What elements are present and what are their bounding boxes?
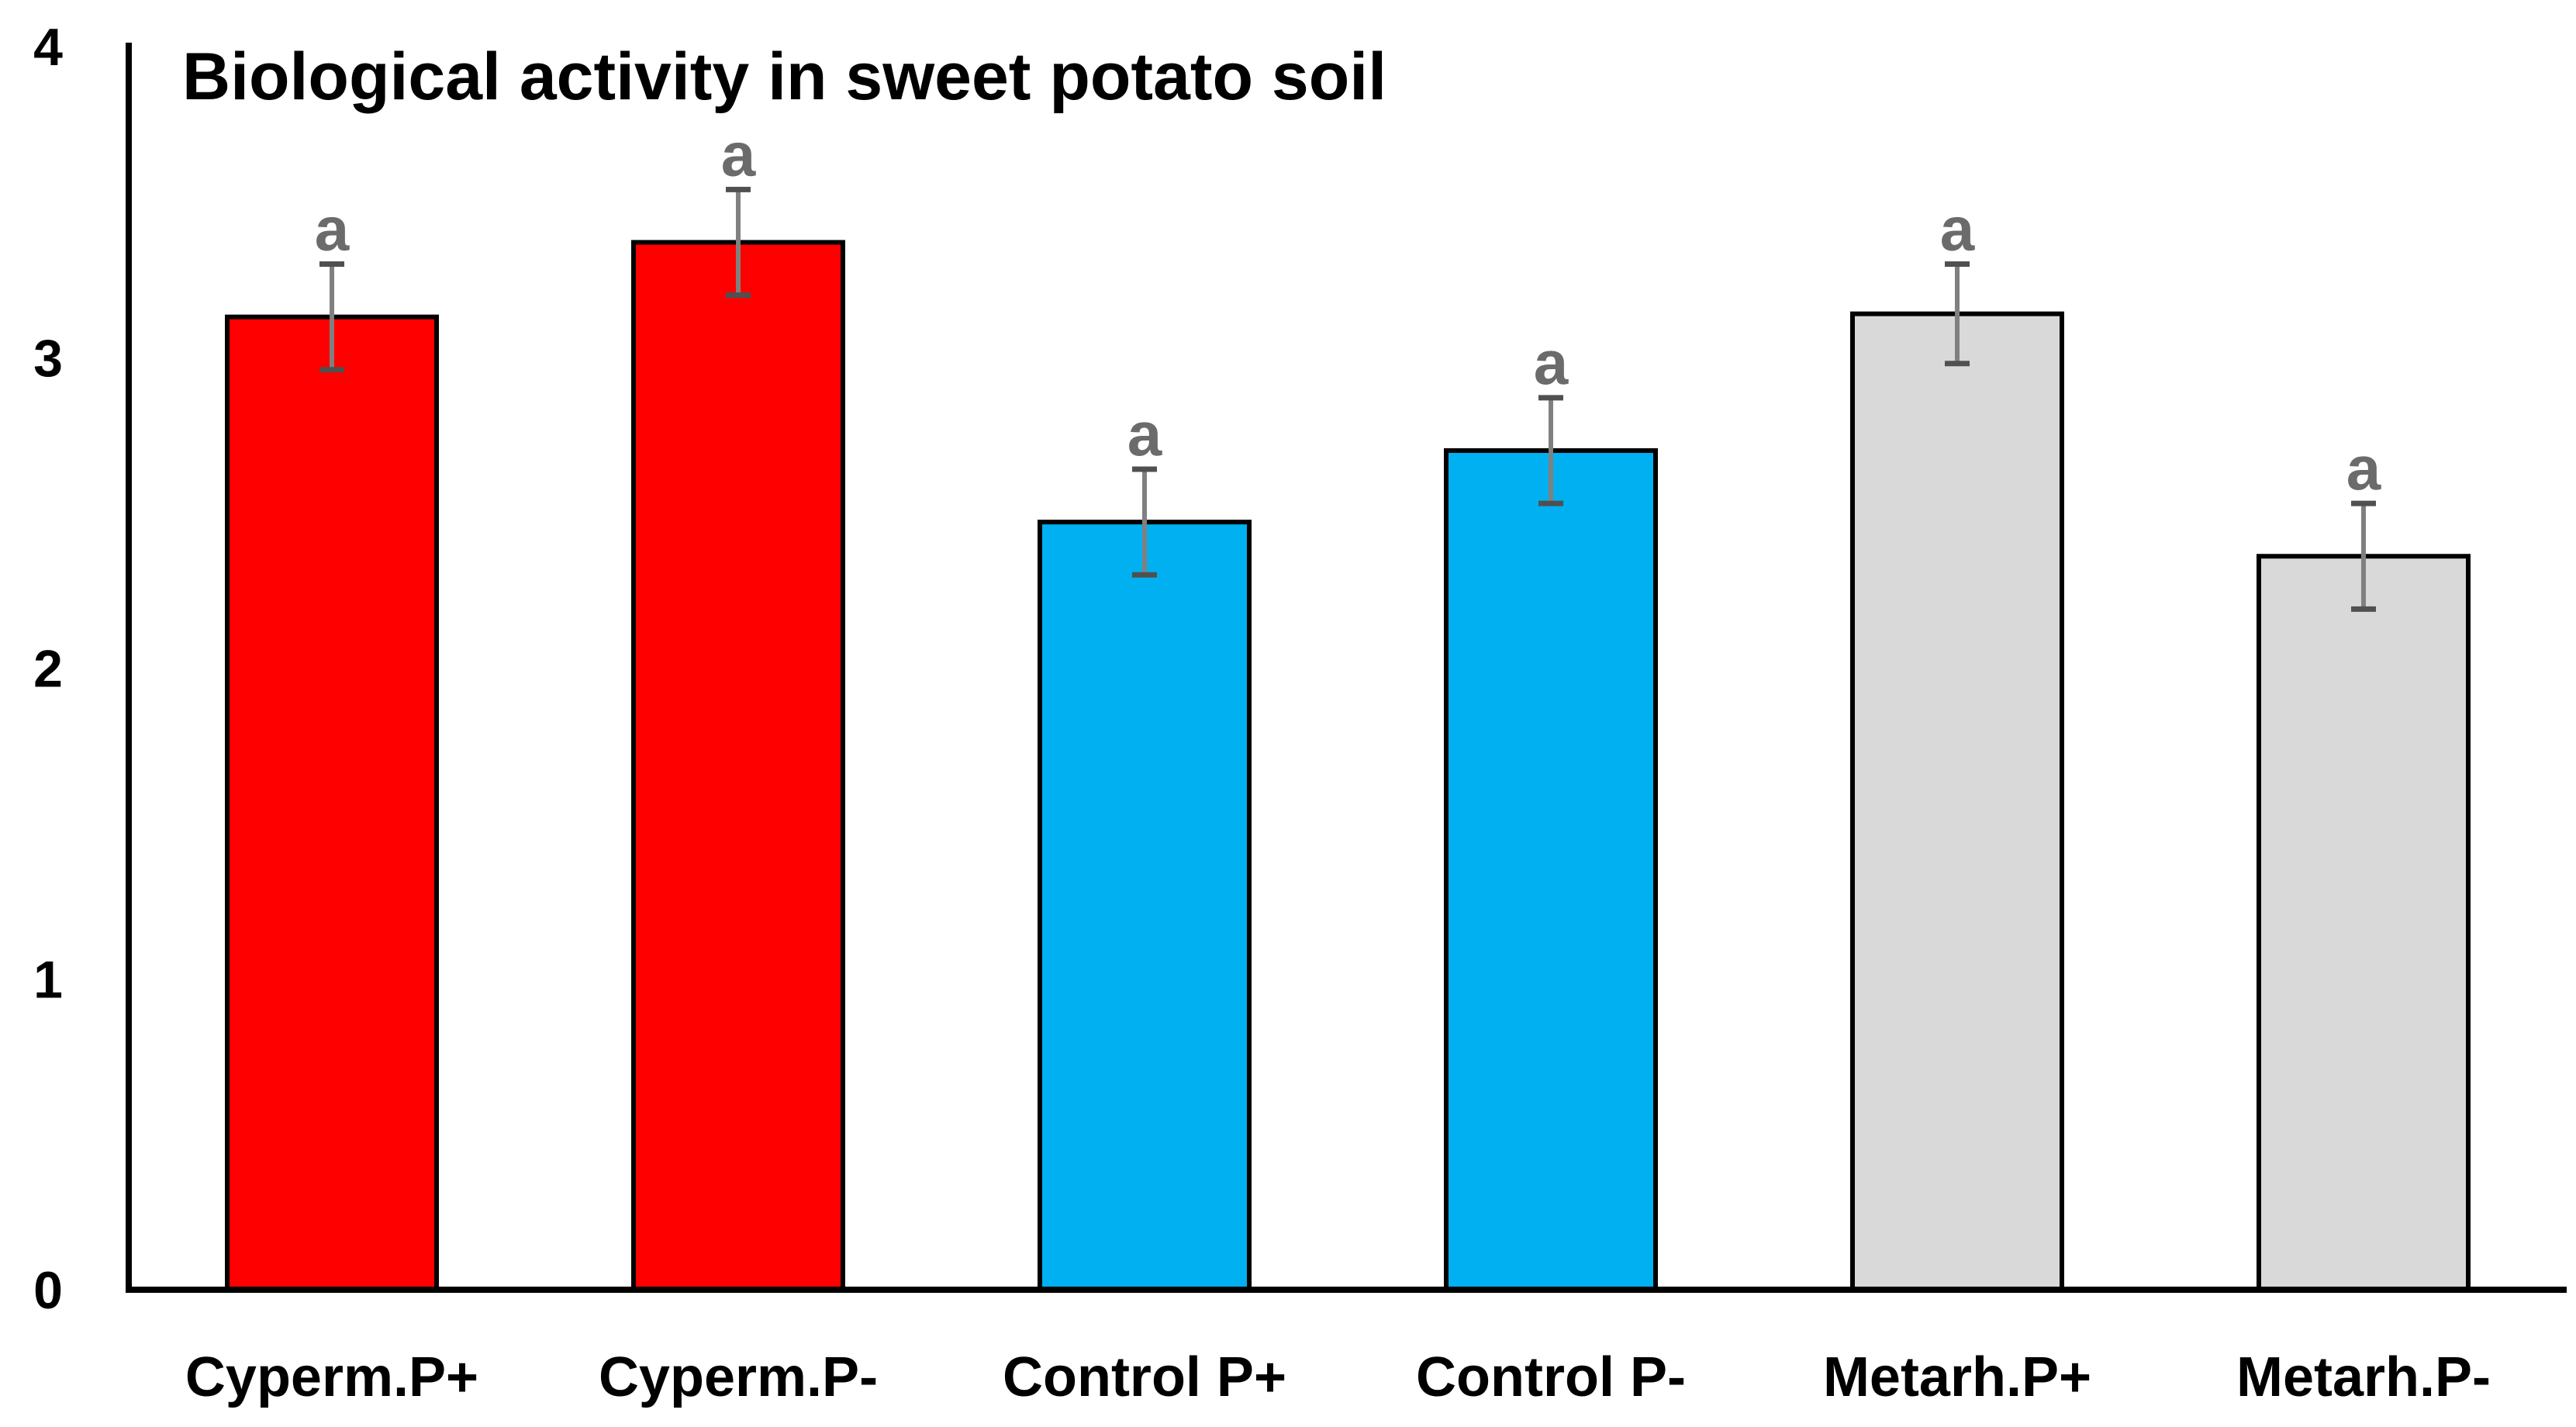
bar-5 xyxy=(1850,311,2064,1292)
significance-label: a xyxy=(315,195,350,264)
x-tick-label: Metarh.P- xyxy=(2236,1346,2491,1408)
significance-label: a xyxy=(1940,195,1975,264)
bar-3 xyxy=(1038,520,1252,1292)
y-tick-label: 4 xyxy=(33,18,63,77)
bar-6 xyxy=(2257,554,2471,1292)
significance-labels-group: a a a a a a xyxy=(315,119,2381,503)
chart-title: Biological activity in sweet potato soil xyxy=(182,40,1386,114)
error-bar-6 xyxy=(2351,500,2376,612)
bar-1 xyxy=(225,314,439,1293)
y-tick-label: 1 xyxy=(33,950,63,1009)
x-axis-ticks: Cyperm.P+ Cyperm.P- Control P+ Control P- Me… xyxy=(185,1346,2491,1408)
bar-2 xyxy=(631,240,845,1292)
x-tick-label: Cyperm.P- xyxy=(599,1346,878,1408)
y-tick-label: 2 xyxy=(33,640,63,699)
y-tick-label: 3 xyxy=(33,329,63,388)
significance-label: a xyxy=(1127,399,1162,468)
error-bar-4 xyxy=(1538,395,1563,506)
error-bar-1 xyxy=(319,261,344,373)
x-tick-label: Control P+ xyxy=(1003,1346,1286,1408)
y-tick-label: 0 xyxy=(33,1261,63,1320)
error-bars-group xyxy=(319,186,2376,612)
significance-label: a xyxy=(2346,434,2381,503)
error-bar-2 xyxy=(726,186,751,299)
bar-4 xyxy=(1444,447,1658,1292)
bars-group xyxy=(225,240,2471,1293)
error-bar-5 xyxy=(1945,261,1970,367)
error-bar-3 xyxy=(1132,466,1157,578)
x-tick-label: Cyperm.P+ xyxy=(185,1346,478,1408)
significance-label: a xyxy=(721,119,756,188)
significance-label: a xyxy=(1534,328,1569,397)
y-axis-ticks: 0 1 2 3 4 xyxy=(33,18,63,1320)
x-tick-label: Control P- xyxy=(1416,1346,1686,1408)
x-tick-label: Metarh.P+ xyxy=(1823,1346,2091,1408)
